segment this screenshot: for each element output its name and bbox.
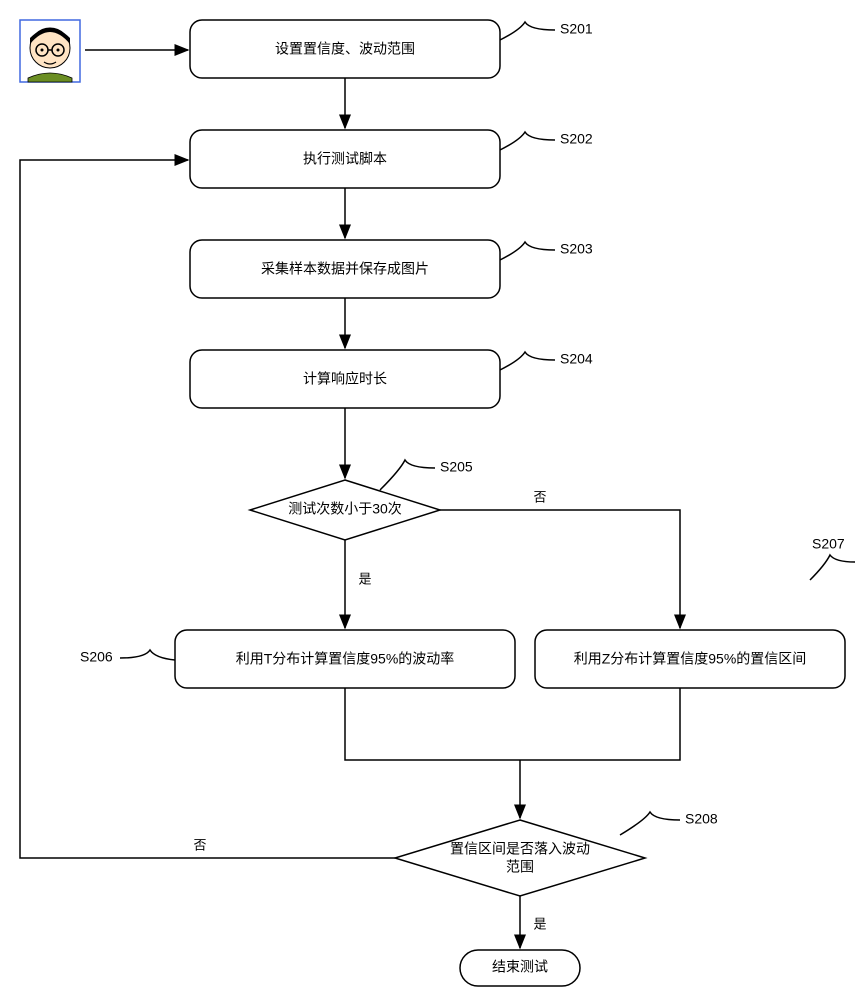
s205-yes-label: 是	[358, 571, 371, 586]
node-s203: 采集样本数据并保存成图片	[190, 240, 500, 298]
s208-label-2: 范围	[506, 859, 534, 875]
s205-label: 测试次数小于30次	[288, 501, 402, 517]
s201-label: 设置置信度、波动范围	[275, 41, 415, 57]
callout-s206	[120, 650, 175, 660]
s206-label: 利用T分布计算置信度95%的波动率	[236, 651, 455, 667]
callout-s202	[500, 132, 555, 150]
s204-label: 计算响应时长	[303, 371, 387, 387]
callout-s205	[380, 460, 435, 490]
s206-step: S206	[80, 649, 113, 665]
node-s201: 设置置信度、波动范围	[190, 20, 500, 78]
node-s208-decision: 置信区间是否落入波动 范围	[395, 820, 645, 896]
s208-step: S208	[685, 811, 718, 827]
s208-label-1: 置信区间是否落入波动	[450, 841, 590, 857]
line-s206-join	[345, 688, 520, 760]
callout-s207	[810, 555, 855, 580]
s205-no-label: 否	[533, 489, 546, 504]
s203-label: 采集样本数据并保存成图片	[261, 261, 429, 277]
node-s204: 计算响应时长	[190, 350, 500, 408]
callout-s203	[500, 242, 555, 260]
callout-s208	[620, 812, 680, 835]
node-s205-decision: 测试次数小于30次	[250, 480, 440, 540]
node-end: 结束测试	[460, 950, 580, 986]
s205-step: S205	[440, 459, 473, 475]
s204-step: S204	[560, 351, 593, 367]
user-avatar	[20, 20, 80, 82]
s201-step: S201	[560, 21, 593, 37]
node-s206: 利用T分布计算置信度95%的波动率	[175, 630, 515, 688]
end-label: 结束测试	[492, 959, 548, 975]
node-s202: 执行测试脚本	[190, 130, 500, 188]
s208-yes-label: 是	[533, 916, 546, 931]
s208-no-label: 否	[193, 837, 206, 852]
s202-label: 执行测试脚本	[303, 151, 387, 167]
arrow-s205-no	[440, 510, 680, 628]
s207-label: 利用Z分布计算置信度95%的置信区间	[574, 651, 807, 667]
callout-s201	[500, 22, 555, 40]
node-s207: 利用Z分布计算置信度95%的置信区间	[535, 630, 845, 688]
s203-step: S203	[560, 241, 593, 257]
s202-step: S202	[560, 131, 593, 147]
line-s207-join	[520, 688, 680, 760]
s207-step: S207	[812, 536, 845, 552]
callout-s204	[500, 352, 555, 370]
